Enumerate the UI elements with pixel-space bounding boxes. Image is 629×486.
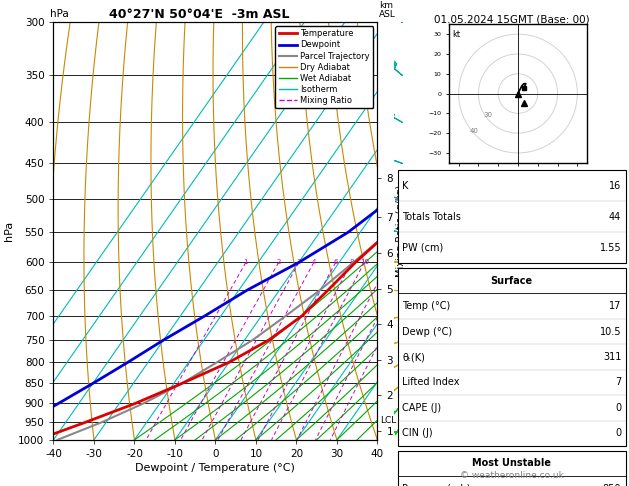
Text: © weatheronline.co.uk: © weatheronline.co.uk [460, 470, 564, 480]
Text: 25: 25 [415, 259, 424, 265]
Text: Most Unstable: Most Unstable [472, 458, 551, 469]
Text: 0: 0 [615, 429, 621, 438]
Text: 1.55: 1.55 [599, 243, 621, 253]
Title: 40°27'N 50°04'E  -3m ASL: 40°27'N 50°04'E -3m ASL [109, 8, 289, 21]
Text: Dewp (°C): Dewp (°C) [402, 327, 452, 336]
Text: CAPE (J): CAPE (J) [402, 403, 441, 413]
Text: 30: 30 [484, 112, 493, 118]
Text: Surface: Surface [491, 276, 533, 286]
Text: hPa: hPa [50, 9, 69, 19]
FancyBboxPatch shape [398, 268, 626, 446]
Text: PW (cm): PW (cm) [402, 243, 443, 253]
FancyBboxPatch shape [398, 451, 626, 486]
Text: 7: 7 [615, 378, 621, 387]
Y-axis label: Mixing Ratio (g/kg): Mixing Ratio (g/kg) [396, 185, 406, 277]
Text: 8: 8 [349, 259, 354, 265]
Text: Totals Totals: Totals Totals [402, 212, 461, 222]
Text: 10: 10 [360, 259, 369, 265]
Text: 6: 6 [333, 259, 338, 265]
Text: Lifted Index: Lifted Index [402, 378, 460, 387]
Text: 3: 3 [297, 259, 301, 265]
Text: 850: 850 [603, 484, 621, 486]
Text: Temp (°C): Temp (°C) [402, 301, 450, 311]
Text: 311: 311 [603, 352, 621, 362]
Text: 01.05.2024 15GMT (Base: 00): 01.05.2024 15GMT (Base: 00) [434, 15, 589, 25]
Text: 1: 1 [243, 259, 248, 265]
Y-axis label: hPa: hPa [4, 221, 14, 241]
Text: 0: 0 [615, 403, 621, 413]
Text: Pressure (mb): Pressure (mb) [402, 484, 470, 486]
Text: kt: kt [453, 30, 461, 39]
Text: 17: 17 [609, 301, 621, 311]
Text: CIN (J): CIN (J) [402, 429, 433, 438]
FancyBboxPatch shape [398, 170, 626, 263]
Text: 2: 2 [276, 259, 281, 265]
Text: 20: 20 [401, 259, 410, 265]
Text: 16: 16 [609, 181, 621, 191]
Text: θₜ(K): θₜ(K) [402, 352, 425, 362]
Text: 40: 40 [470, 128, 479, 134]
Text: K: K [402, 181, 408, 191]
Legend: Temperature, Dewpoint, Parcel Trajectory, Dry Adiabat, Wet Adiabat, Isotherm, Mi: Temperature, Dewpoint, Parcel Trajectory… [276, 26, 373, 108]
Text: 15: 15 [384, 259, 392, 265]
Text: 44: 44 [609, 212, 621, 222]
X-axis label: Dewpoint / Temperature (°C): Dewpoint / Temperature (°C) [135, 463, 296, 473]
Text: km
ASL: km ASL [379, 1, 396, 19]
Text: LCL: LCL [380, 416, 396, 425]
Text: 10.5: 10.5 [600, 327, 621, 336]
Text: 4: 4 [311, 259, 316, 265]
